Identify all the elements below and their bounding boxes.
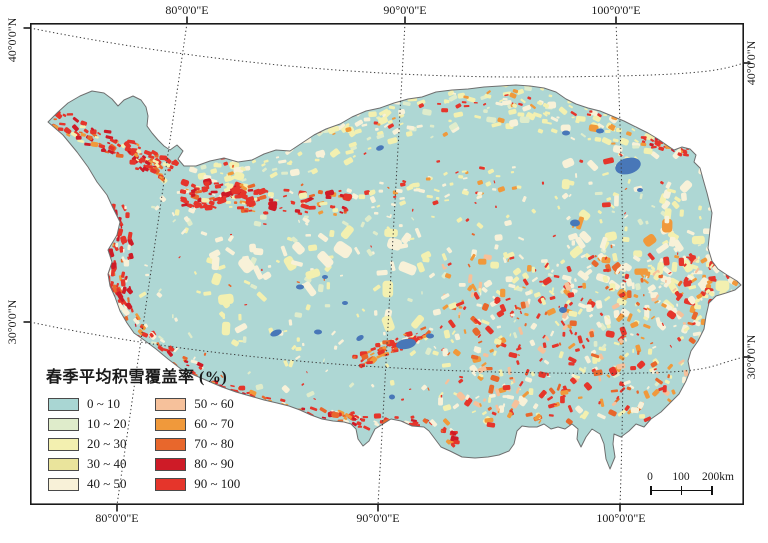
legend-swatch: [48, 397, 79, 411]
axis-label-left-40N: 40°0'0"N: [5, 17, 19, 63]
legend-swatch: [155, 397, 187, 411]
lake: [376, 145, 384, 151]
lake: [637, 188, 643, 192]
legend-swatch: [155, 437, 187, 451]
lake: [389, 394, 395, 400]
lakes: [270, 128, 643, 400]
scale-tick: [711, 486, 713, 495]
lake: [314, 329, 322, 335]
lake: [426, 333, 434, 339]
lake: [570, 219, 580, 227]
graticule-ticks: [23, 16, 751, 512]
legend-item: 20 ~ 30: [48, 434, 141, 454]
legend-swatch: [48, 457, 79, 471]
snow-cover-speckles: [51, 85, 741, 448]
legend-swatch: [48, 477, 79, 491]
legend-item: 70 ~ 80: [155, 434, 255, 454]
meridian-90E: [377, 22, 406, 506]
scale-label-200km: 200km: [702, 471, 734, 483]
lake: [356, 335, 364, 341]
axis-label-top-90E: 90°0'0"E: [383, 3, 427, 17]
legend-title: 春季平均积雪覆盖率 (%): [46, 369, 228, 386]
legend-item: 90 ~ 100: [155, 474, 255, 494]
scale-unit: km: [719, 471, 734, 483]
legend-swatch: [48, 417, 79, 431]
axis-label-bottom-80E: 80°0'0"E: [95, 511, 139, 525]
meridian-80E: [116, 22, 188, 506]
lake: [615, 157, 641, 175]
scale-bar: 0 100 200km: [636, 471, 756, 501]
lake: [270, 329, 282, 337]
legend-swatch: [48, 437, 79, 451]
axis-label-right-30N: 30°0'0"N: [744, 334, 758, 380]
plateau-raster: [48, 85, 741, 469]
lake: [396, 338, 416, 350]
map-frame: [29, 22, 745, 505]
lake: [562, 130, 570, 136]
lake: [342, 301, 348, 305]
legend-grid: 0 ~ 10 10 ~ 20 20 ~ 30 30 ~ 40 40 ~ 50 5…: [48, 394, 255, 494]
axis-label-bottom-100E: 100°0'0"E: [596, 511, 646, 525]
lake: [596, 128, 604, 134]
legend-item: 50 ~ 60: [155, 394, 255, 414]
legend: 春季平均积雪覆盖率 (%) 0 ~ 10 10 ~ 20 20 ~ 30 30 …: [40, 363, 255, 494]
lake: [322, 275, 328, 279]
lake: [559, 307, 567, 313]
axis-label-top-80E: 80°0'0"E: [165, 3, 209, 17]
legend-item: 60 ~ 70: [155, 414, 255, 434]
scale-label-100: 100: [672, 471, 690, 483]
plateau-boundary-line: [47, 84, 742, 470]
axis-label-bottom-90E: 90°0'0"E: [356, 511, 400, 525]
legend-swatch: [155, 477, 187, 491]
legend-item: 0 ~ 10: [48, 394, 141, 414]
legend-item: 80 ~ 90: [155, 454, 255, 474]
legend-swatch: [155, 457, 187, 471]
axis-label-left-30N: 30°0'0"N: [5, 299, 19, 345]
scale-label-0: 0: [647, 471, 653, 483]
scale-tick: [650, 486, 652, 495]
axis-label-right-40N: 40°0'0"N: [744, 40, 758, 86]
scale-tick: [680, 486, 682, 495]
lake: [296, 284, 304, 290]
parallel-40N: [29, 27, 745, 78]
legend-item: 40 ~ 50: [48, 474, 141, 494]
parallel-30N: [29, 321, 745, 374]
graticule-lines: [29, 22, 745, 506]
axis-label-top-100E: 100°0'0"E: [591, 3, 641, 17]
legend-item: 10 ~ 20: [48, 414, 141, 434]
legend-item: 30 ~ 40: [48, 454, 141, 474]
legend-swatch: [155, 417, 187, 431]
